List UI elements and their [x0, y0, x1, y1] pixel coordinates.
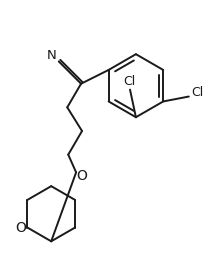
Text: Cl: Cl — [123, 75, 135, 88]
Text: N: N — [47, 49, 57, 62]
Text: O: O — [15, 221, 26, 234]
Text: Cl: Cl — [192, 86, 204, 99]
Text: O: O — [76, 169, 88, 183]
